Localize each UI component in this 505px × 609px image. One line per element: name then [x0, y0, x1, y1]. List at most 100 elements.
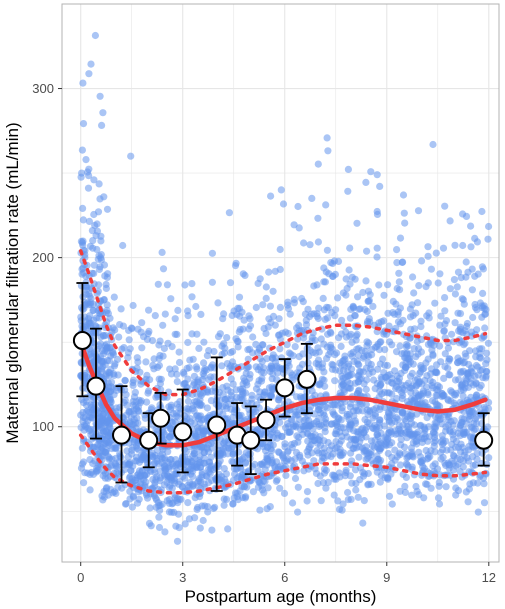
- data-point: [80, 458, 88, 466]
- data-point: [396, 461, 405, 469]
- data-point: [103, 340, 111, 348]
- data-point: [243, 364, 251, 372]
- data-point: [187, 418, 195, 426]
- data-point: [452, 484, 460, 492]
- data-point: [159, 265, 168, 273]
- data-point: [195, 477, 203, 485]
- data-point: [255, 344, 263, 352]
- data-point: [330, 410, 338, 418]
- data-point: [399, 258, 407, 266]
- data-point: [358, 346, 366, 354]
- data-point: [461, 384, 469, 392]
- data-point: [192, 363, 200, 371]
- data-point: [460, 300, 468, 308]
- data-point: [83, 283, 91, 291]
- data-point: [94, 300, 102, 308]
- data-point: [176, 478, 184, 486]
- data-point: [85, 217, 93, 225]
- data-point: [175, 460, 183, 468]
- y-tick-label: 200: [32, 250, 54, 265]
- data-point: [121, 376, 129, 384]
- data-point: [314, 214, 322, 222]
- data-point: [346, 314, 354, 322]
- data-point: [362, 401, 370, 409]
- data-point: [256, 355, 264, 363]
- data-point: [427, 265, 435, 273]
- data-point: [431, 299, 439, 307]
- data-point: [218, 350, 226, 359]
- data-point: [208, 444, 216, 452]
- data-point: [146, 504, 154, 512]
- data-point: [282, 471, 290, 479]
- data-point: [446, 426, 454, 435]
- data-point: [394, 318, 403, 326]
- data-point: [406, 305, 414, 313]
- data-point: [115, 333, 123, 341]
- data-point: [167, 295, 175, 303]
- data-point: [141, 414, 149, 422]
- data-point: [267, 430, 275, 438]
- data-point: [314, 479, 322, 488]
- data-point: [435, 383, 444, 391]
- data-point: [454, 460, 462, 468]
- data-point: [329, 401, 337, 409]
- y-axis: 100 200 300: [32, 81, 62, 434]
- data-point: [444, 344, 452, 352]
- group-mean-point: [139, 430, 159, 450]
- data-point: [296, 451, 304, 459]
- data-point: [85, 290, 93, 298]
- data-point: [259, 301, 267, 309]
- data-point: [468, 265, 476, 273]
- data-point: [232, 386, 240, 394]
- data-point: [480, 480, 488, 488]
- data-point: [142, 358, 150, 366]
- data-point: [184, 499, 192, 507]
- data-point: [444, 421, 453, 429]
- data-point: [217, 476, 226, 485]
- data-point: [85, 413, 93, 421]
- data-point: [366, 291, 374, 299]
- data-point: [158, 459, 166, 467]
- data-point: [308, 437, 316, 445]
- data-point: [330, 491, 338, 499]
- data-point: [478, 366, 486, 374]
- data-point: [338, 372, 346, 380]
- data-point: [483, 356, 491, 364]
- data-point: [184, 312, 192, 320]
- data-point: [338, 316, 346, 324]
- data-point: [441, 294, 449, 302]
- data-point: [449, 451, 458, 459]
- data-point: [264, 323, 272, 331]
- data-point: [348, 479, 356, 487]
- data-point: [347, 449, 355, 457]
- data-point: [432, 249, 440, 257]
- data-point: [100, 493, 108, 501]
- data-point: [337, 423, 345, 431]
- data-point: [200, 449, 208, 457]
- data-point: [354, 493, 362, 501]
- data-point: [138, 344, 146, 352]
- data-point: [434, 401, 442, 409]
- data-point: [327, 420, 335, 428]
- group-mean-point: [86, 376, 106, 396]
- data-point: [338, 407, 346, 415]
- prediction-band: [78, 249, 488, 495]
- data-point: [93, 227, 101, 235]
- data-point: [391, 367, 399, 375]
- data-point: [316, 380, 324, 388]
- data-point: [456, 468, 464, 476]
- data-point: [120, 344, 128, 352]
- data-point: [462, 258, 470, 266]
- data-point: [353, 330, 361, 338]
- data-point: [348, 338, 356, 346]
- data-point: [208, 526, 216, 534]
- data-point: [401, 450, 409, 458]
- data-point: [128, 325, 136, 333]
- data-point: [103, 205, 112, 213]
- data-point: [161, 472, 169, 480]
- data-point: [205, 347, 213, 355]
- data-point: [100, 332, 108, 340]
- data-point: [435, 500, 444, 508]
- data-point: [391, 446, 399, 454]
- data-point: [298, 294, 306, 303]
